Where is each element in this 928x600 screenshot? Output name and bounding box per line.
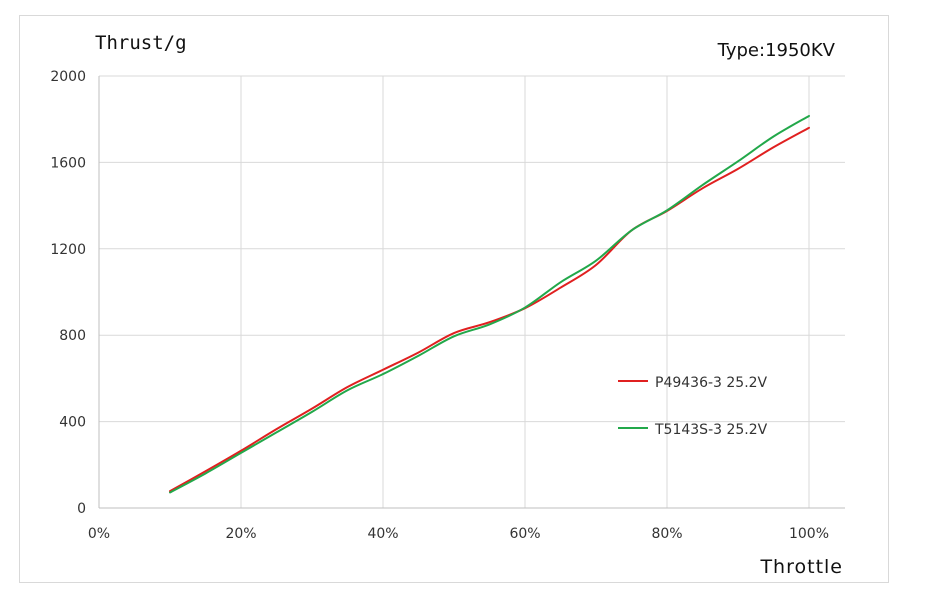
x-tick-label: 20% (225, 526, 256, 542)
y-tick-label: 2000 (50, 69, 86, 85)
legend-label-series-2: T5143S-3 25.2V (654, 422, 768, 438)
x-tick-label: 80% (651, 526, 682, 542)
x-tick-label: 0% (88, 526, 110, 542)
y-tick-label: 800 (59, 328, 86, 344)
legend: P49436-3 25.2V T5143S-3 25.2V (618, 375, 768, 438)
y-tick-label: 1200 (50, 242, 86, 258)
grid-lines (99, 75, 845, 508)
y-tick-label: 1600 (50, 155, 86, 171)
tick-labels: 0 400 800 1200 1600 2000 0% 20% 40% 60% 80% 100% (50, 69, 829, 542)
series-line-2 (169, 114, 810, 494)
x-axis-title: Throttle (759, 556, 843, 578)
chart-frame (19, 15, 889, 583)
x-tick-label: 100% (789, 526, 829, 542)
type-label: Type:1950KV (717, 40, 836, 61)
y-axis-title: Thrust/g (95, 32, 187, 54)
y-tick-label: 400 (59, 415, 86, 431)
series-lines (169, 114, 810, 494)
y-tick-label: 0 (77, 501, 86, 517)
axes (98, 76, 845, 509)
series-line-1 (169, 126, 810, 493)
legend-label-series-1: P49436-3 25.2V (655, 375, 768, 391)
x-tick-label: 60% (509, 526, 540, 542)
x-tick-label: 40% (367, 526, 398, 542)
